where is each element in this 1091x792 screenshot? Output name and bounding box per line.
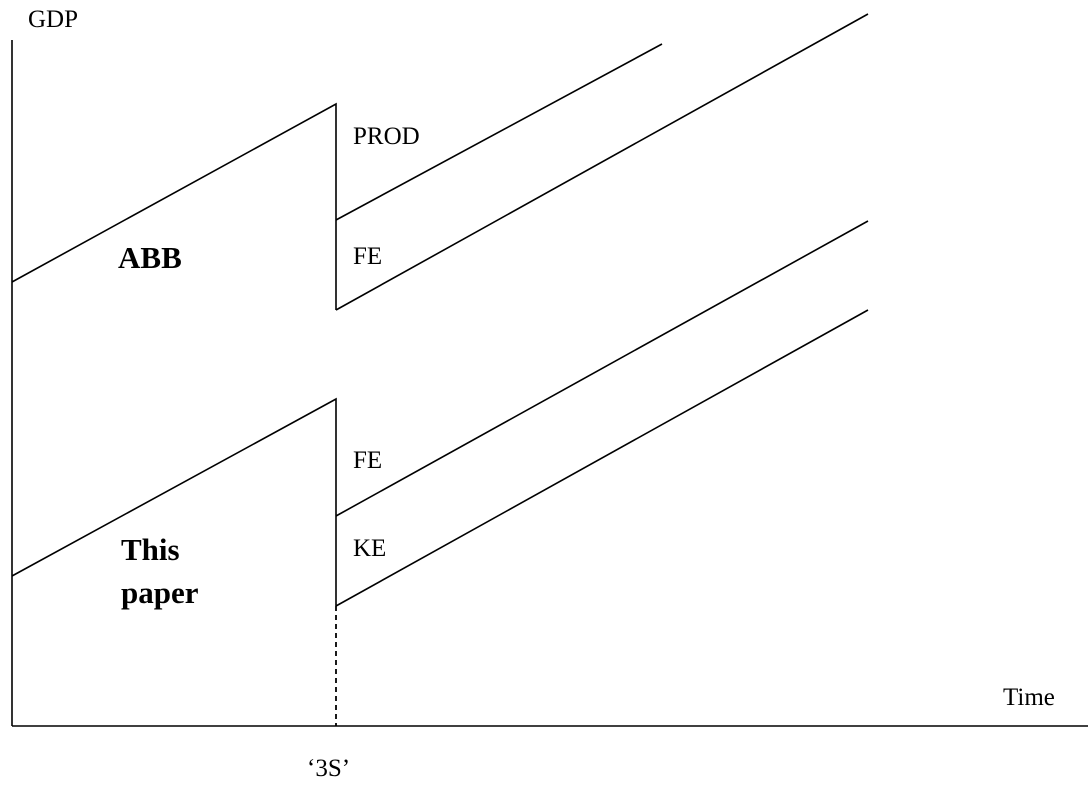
abb-fe-label: FE (353, 243, 382, 270)
paper-pre-break-path (11, 397, 337, 606)
abb-fe-path (335, 13, 869, 311)
break-marker-label: ‘3S’ (307, 755, 350, 782)
paper-fe-path (335, 220, 869, 517)
x-axis-label: Time (1003, 684, 1055, 711)
paper-panel-title-line2: paper (121, 575, 199, 610)
abb-prod-label: PROD (353, 123, 420, 150)
abb-panel-title: ABB (118, 240, 182, 275)
paper-ke-path (335, 309, 869, 607)
abb-prod-path (335, 43, 663, 221)
y-axis-label: GDP (28, 6, 78, 33)
paper-fe-label: FE (353, 447, 382, 474)
paper-panel-title-line1: This (121, 532, 180, 567)
paper-ke-label: KE (353, 535, 386, 562)
abb-pre-break-path (11, 102, 337, 310)
